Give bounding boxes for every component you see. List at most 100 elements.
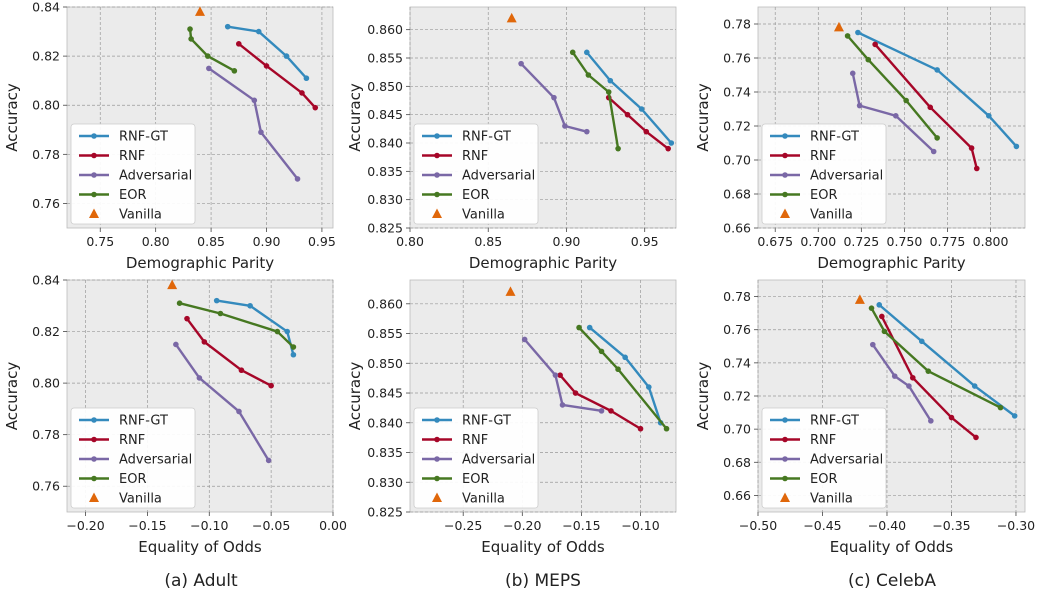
point-rnf: [665, 145, 671, 152]
line-rnf-gt: [585, 51, 673, 144]
point-adversarial: [584, 128, 590, 135]
caption-2: (b) MEPS: [505, 571, 581, 591]
point-eor: [217, 310, 224, 317]
point-vanilla: [506, 12, 517, 23]
legend-marker-adversarial: [782, 456, 788, 462]
legend-marker-eor: [434, 191, 440, 198]
legend-label-adversarial: Adversarial: [810, 169, 883, 184]
x-tick-label: 0.700: [800, 234, 836, 249]
point-rnf: [557, 372, 563, 378]
x-tick-label: −0.40: [868, 518, 906, 533]
legend-label-adversarial: Adversarial: [119, 169, 192, 184]
y-axis-label: Accuracy: [694, 362, 712, 431]
point-eor: [925, 368, 932, 374]
legend-label-rnf: RNF: [810, 149, 836, 164]
y-tick-label: 0.74: [723, 355, 751, 370]
y-tick-label: 0.860: [367, 22, 403, 37]
line-adversarial: [871, 343, 932, 422]
point-rnf: [879, 313, 885, 320]
series-rnf-gt: [224, 23, 310, 82]
series-rnf: [557, 372, 644, 432]
point-adversarial: [893, 113, 899, 119]
x-axis-label: Equality of Odds: [830, 538, 954, 556]
series-eor: [176, 300, 297, 350]
point-eor: [997, 404, 1004, 411]
point-eor: [844, 33, 851, 39]
series-adversarial: [518, 60, 590, 135]
point-rnf: [927, 104, 934, 111]
point-rnf-gt: [986, 113, 992, 119]
point-adversarial: [849, 70, 856, 77]
point-rnf-gt: [855, 29, 861, 36]
legend-marker-adversarial: [434, 456, 440, 462]
legend-marker-vanilla: [780, 492, 790, 502]
line-adversarial: [208, 67, 299, 180]
y-tick-label: 0.78: [723, 289, 751, 304]
legend-marker-rnf-gt: [434, 417, 440, 423]
point-adversarial: [928, 418, 934, 424]
caption-1: (a) Adult: [164, 571, 238, 591]
legend-marker-vanilla: [780, 208, 790, 218]
series-vanilla: [167, 279, 178, 290]
point-adversarial: [521, 336, 528, 343]
point-rnf: [184, 315, 190, 322]
legend-label-vanilla: Vanilla: [462, 208, 505, 223]
point-rnf: [299, 90, 305, 96]
series-vanilla: [506, 12, 517, 23]
point-vanilla: [195, 6, 205, 16]
point-adversarial: [294, 176, 301, 182]
x-tick-label: 0.800: [973, 234, 1009, 249]
point-eor: [615, 145, 621, 152]
line-rnf: [186, 317, 272, 387]
legend-label-vanilla: Vanilla: [462, 492, 505, 507]
point-adversarial: [196, 375, 203, 381]
point-vanilla: [833, 21, 844, 32]
x-axis-label: Equality of Odds: [481, 538, 605, 556]
legend-label-adversarial: Adversarial: [462, 169, 535, 184]
legend-label-rnf-gt: RNF-GT: [119, 130, 168, 145]
y-axis-label: Accuracy: [694, 83, 712, 152]
x-tick-label: −0.05: [252, 518, 290, 533]
point-rnf-gt: [622, 354, 628, 361]
series-rnf-gt: [876, 302, 1018, 419]
x-tick-label: 0.90: [253, 234, 281, 249]
point-eor: [615, 366, 621, 373]
x-tick-label: 0.85: [474, 234, 502, 249]
legend-label-rnf-gt: RNF-GT: [462, 414, 511, 429]
point-adversarial: [891, 373, 898, 379]
y-tick-label: 0.82: [32, 49, 60, 64]
x-tick-label: −0.35: [932, 518, 970, 533]
point-rnf-gt: [971, 383, 978, 389]
point-adversarial: [551, 94, 557, 101]
legend-label-vanilla: Vanilla: [119, 208, 162, 223]
legend-label-rnf: RNF: [810, 433, 836, 448]
point-rnf-gt: [303, 75, 310, 82]
caption-3: (c) CelebA: [848, 571, 936, 591]
point-rnf: [263, 63, 270, 69]
point-rnf-gt: [283, 53, 290, 59]
point-eor: [290, 344, 297, 350]
y-tick-label: 0.76: [32, 479, 60, 494]
point-rnf-gt: [646, 384, 652, 390]
series-vanilla: [833, 21, 844, 32]
legend-marker-eor: [434, 475, 440, 482]
series-rnf-gt: [855, 29, 1020, 150]
point-rnf: [637, 425, 644, 432]
point-adversarial: [206, 65, 212, 72]
point-rnf-gt: [586, 324, 593, 331]
point-eor: [605, 89, 612, 95]
y-tick-label: 0.74: [723, 85, 751, 100]
legend-label-rnf: RNF: [462, 433, 488, 448]
point-eor: [934, 135, 940, 141]
y-tick-label: 0.66: [723, 221, 751, 236]
legend-label-eor: EOR: [462, 188, 489, 203]
point-rnf: [973, 434, 979, 441]
y-tick-label: 0.72: [723, 389, 751, 404]
point-eor: [598, 348, 605, 355]
series-vanilla: [195, 6, 205, 16]
point-vanilla: [505, 286, 516, 296]
legend-box: [761, 407, 887, 509]
point-eor: [176, 300, 183, 307]
point-rnf: [909, 374, 916, 381]
series-rnf: [879, 313, 979, 441]
